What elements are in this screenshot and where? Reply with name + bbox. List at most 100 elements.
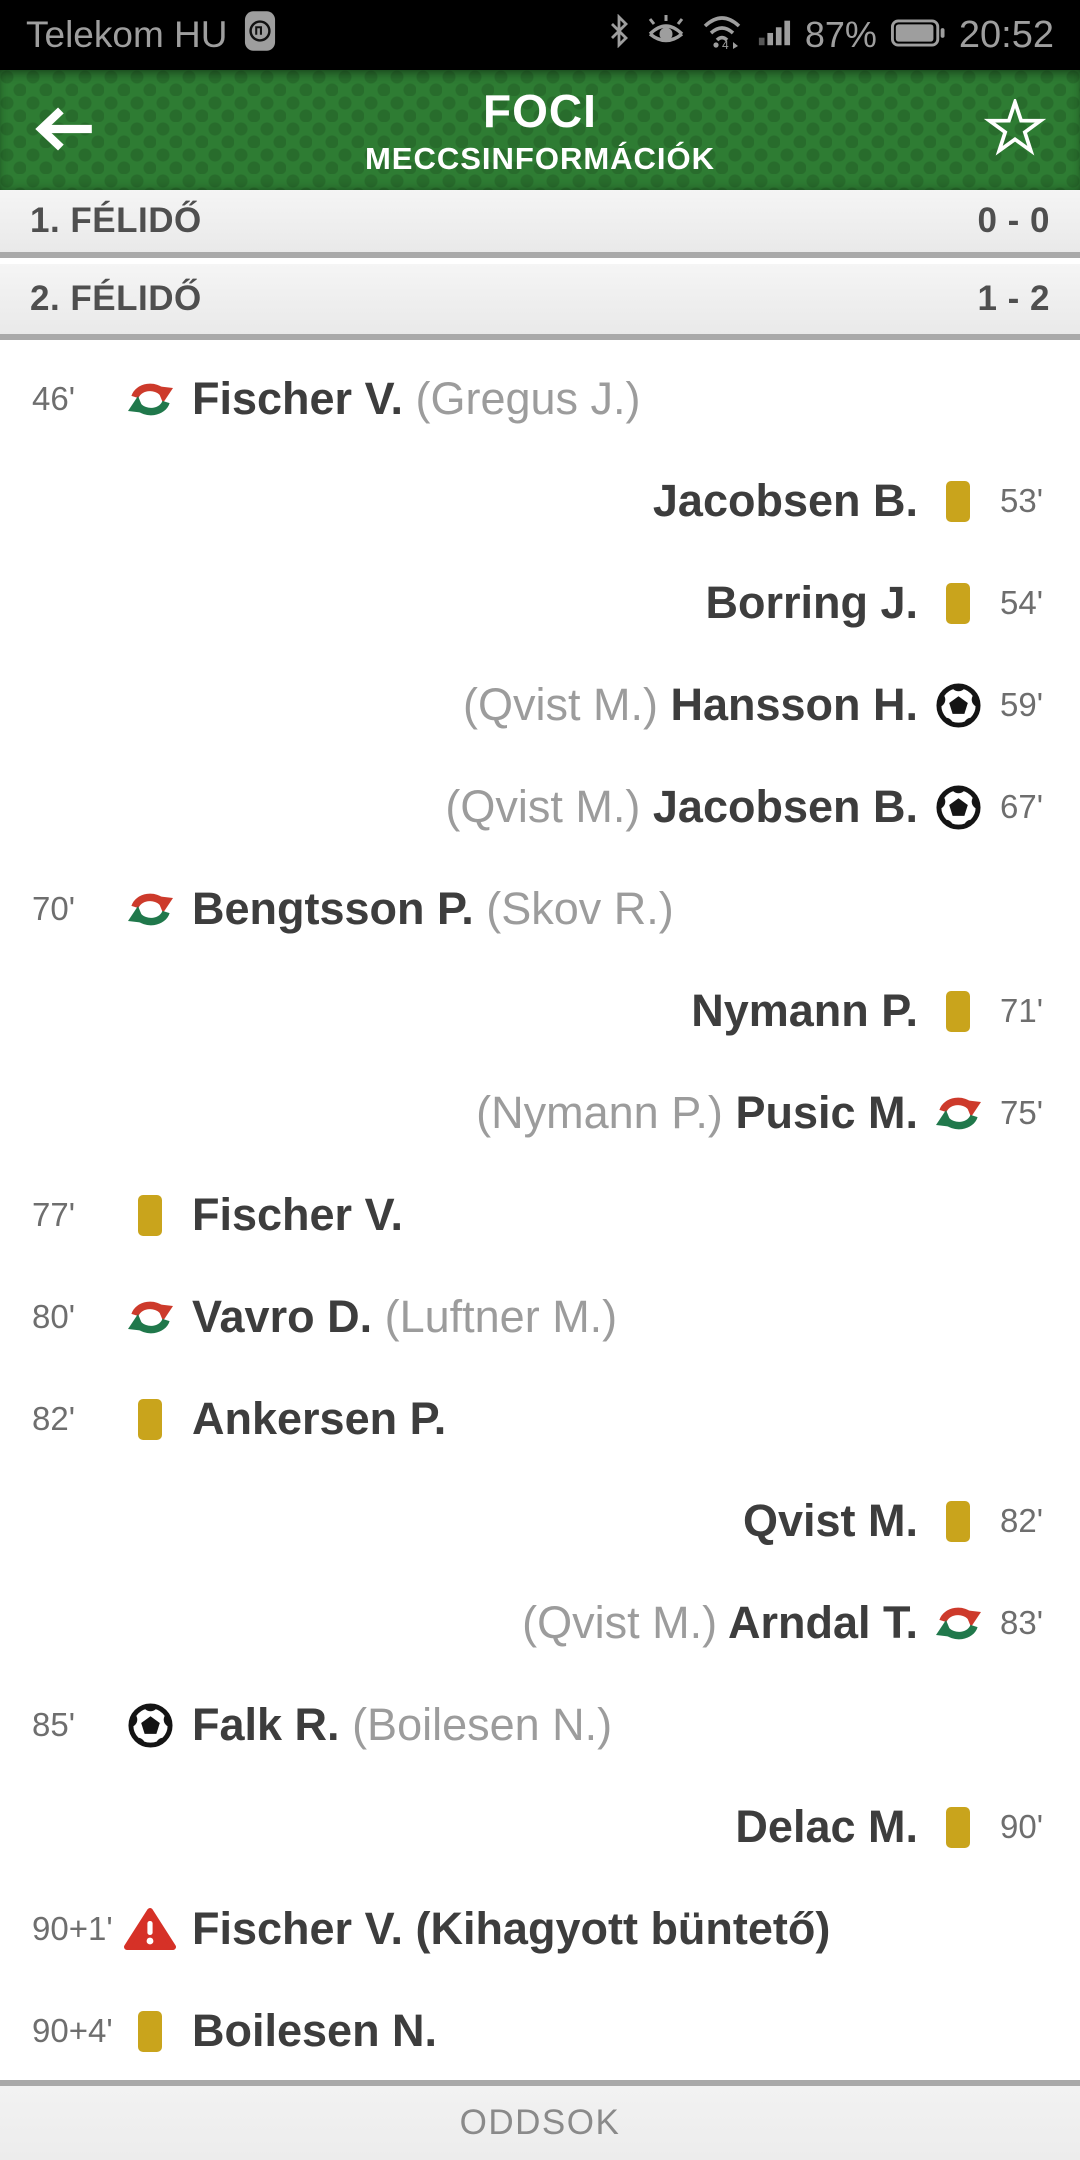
section-score: 0 - 0 (977, 201, 1050, 240)
yellow-card-icon (932, 480, 984, 522)
yellow-card-icon (124, 2010, 176, 2052)
event-player: Nymann P. (691, 985, 918, 1037)
odds-button[interactable]: ODDSOK (0, 2080, 1080, 2160)
player-name: Delac M. (735, 1801, 918, 1852)
goal-icon (124, 1702, 176, 1749)
section-first-half[interactable]: 1. FÉLIDŐ 0 - 0 (0, 190, 1080, 258)
wifi-icon: 4 (701, 13, 743, 58)
event-time: 90' (1000, 1808, 1044, 1845)
events-list: 46' Fischer V. (Gregus J.) Jacobsen B. 53'… (0, 340, 1080, 2080)
player-name: Borring J. (705, 577, 918, 628)
event-player: Fischer V. (Kihagyott büntető) (192, 1903, 830, 1955)
event-time: 71' (1000, 992, 1044, 1029)
event-row: Delac M. 90' (0, 1776, 1080, 1878)
event-row: (Qvist M.) Arndal T. 83' (0, 1572, 1080, 1674)
event-player: Ankersen P. (192, 1393, 446, 1445)
player-name: Bengtsson P. (192, 883, 474, 934)
player-name: Jacobsen B. (652, 475, 918, 526)
event-row: (Nymann P.) Pusic M. 75' (0, 1062, 1080, 1164)
event-time: 90+4' (32, 2012, 113, 2049)
favorite-star-icon (983, 95, 1047, 162)
event-row: 77' Fischer V. (0, 1164, 1080, 1266)
back-arrow-icon (32, 102, 98, 159)
event-time: 59' (1000, 686, 1044, 723)
player-name: Hansson H. (670, 679, 918, 730)
player-name: Vavro D. (192, 1291, 373, 1342)
substitution-icon (124, 1296, 176, 1339)
event-time: 67' (1000, 788, 1044, 825)
section-label: 1. FÉLIDŐ (30, 201, 202, 240)
favorite-button[interactable] (972, 95, 1058, 162)
event-player: (Qvist M.) Jacobsen B. (445, 781, 918, 833)
event-time: 75' (1000, 1094, 1044, 1131)
battery-percent-label: 87% (804, 14, 877, 55)
clock-label: 20:52 (958, 13, 1054, 56)
event-row: Jacobsen B. 53' (0, 450, 1080, 552)
event-row: Nymann P. 71' (0, 960, 1080, 1062)
player-name: Falk R. (192, 1699, 340, 1750)
status-bar: Telekom HU 4 87% 20:52 (0, 0, 1080, 70)
substitution-icon (124, 378, 176, 421)
event-time: 83' (1000, 1604, 1044, 1641)
substitution-icon (932, 1092, 984, 1135)
event-row: 90+1' Fischer V. (Kihagyott büntető) (0, 1878, 1080, 1980)
event-player: Falk R. (Boilesen N.) (192, 1699, 612, 1751)
app-bar: FOCI MECCSINFORMÁCIÓK (0, 70, 1080, 190)
event-row: 70' Bengtsson P. (Skov R.) (0, 858, 1080, 960)
player-name: Arndal T. (727, 1597, 918, 1648)
event-row: 85' Falk R. (Boilesen N.) (0, 1674, 1080, 1776)
event-time: 85' (32, 1706, 76, 1743)
assist-name: (Nymann P.) (476, 1087, 723, 1138)
player-name: Boilesen N. (192, 2005, 438, 2056)
app-badge-icon (244, 10, 276, 61)
event-player: Delac M. (735, 1801, 918, 1853)
event-player: Qvist M. (743, 1495, 918, 1547)
event-time: 77' (32, 1196, 76, 1233)
section-label: 2. FÉLIDŐ (30, 279, 202, 318)
assist-name: (Skov R.) (486, 883, 674, 934)
goal-icon (932, 784, 984, 831)
section-second-half[interactable]: 2. FÉLIDŐ 1 - 2 (0, 264, 1080, 340)
section-score: 1 - 2 (977, 279, 1050, 318)
yellow-card-icon (124, 1398, 176, 1440)
back-button[interactable] (22, 102, 108, 159)
event-time: 80' (32, 1298, 76, 1335)
player-name: Fischer V. (Kihagyott büntető) (192, 1903, 831, 1954)
event-player: Boilesen N. (192, 2005, 437, 2057)
page-subtitle: MECCSINFORMÁCIÓK (364, 140, 716, 176)
event-player: (Qvist M.) Hansson H. (463, 679, 918, 731)
missed-penalty-icon (124, 1906, 176, 1952)
substitution-icon (932, 1602, 984, 1645)
substitution-icon (124, 888, 176, 931)
event-player: Vavro D. (Luftner M.) (192, 1291, 617, 1343)
eye-comfort-icon (645, 14, 687, 57)
yellow-card-icon (124, 1194, 176, 1236)
player-name: Pusic M. (735, 1087, 918, 1138)
player-name: Jacobsen B. (652, 781, 918, 832)
assist-name: (Gregus J.) (415, 373, 641, 424)
event-player: (Qvist M.) Arndal T. (522, 1597, 918, 1649)
player-name: Nymann P. (691, 985, 918, 1036)
assist-name: (Boilesen N.) (352, 1699, 613, 1750)
event-row: 46' Fischer V. (Gregus J.) (0, 348, 1080, 450)
event-time: 54' (1000, 584, 1044, 621)
yellow-card-icon (932, 1806, 984, 1848)
assist-name: (Luftner M.) (384, 1291, 618, 1342)
event-row: Borring J. 54' (0, 552, 1080, 654)
event-player: Bengtsson P. (Skov R.) (192, 883, 674, 935)
event-time: 82' (32, 1400, 76, 1437)
player-name: Ankersen P. (192, 1393, 447, 1444)
event-player: Borring J. (705, 577, 918, 629)
event-time: 82' (1000, 1502, 1044, 1539)
assist-name: (Qvist M.) (445, 781, 641, 832)
battery-icon (890, 14, 945, 56)
event-row: Qvist M. 82' (0, 1470, 1080, 1572)
event-row: 80' Vavro D. (Luftner M.) (0, 1266, 1080, 1368)
event-row: 82' Ankersen P. (0, 1368, 1080, 1470)
event-row: 90+4' Boilesen N. (0, 1980, 1080, 2080)
bluetooth-icon (607, 13, 631, 57)
event-player: Fischer V. (192, 1189, 403, 1241)
yellow-card-icon (932, 582, 984, 624)
yellow-card-icon (932, 990, 984, 1032)
assist-name: (Qvist M.) (462, 679, 658, 730)
